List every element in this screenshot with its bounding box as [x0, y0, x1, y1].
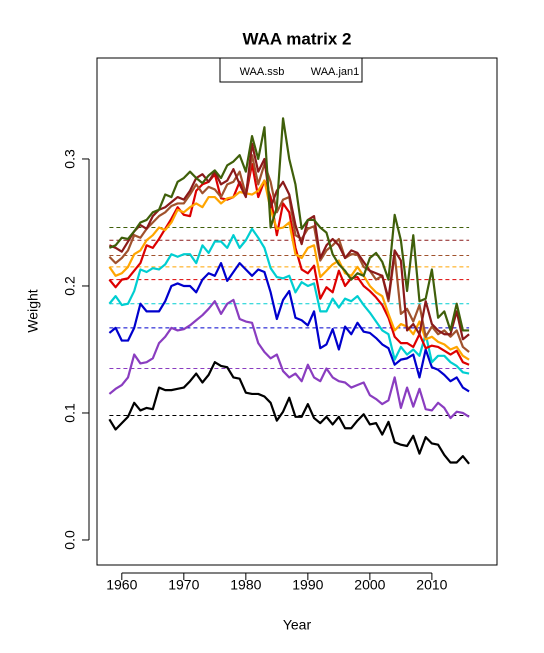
x-tick-label: 1970 [168, 577, 199, 593]
series-line [108, 142, 470, 341]
legend-box [219, 57, 363, 83]
series-line [108, 262, 470, 393]
chart-title: WAA matrix 2 [243, 29, 352, 48]
x-tick-label: 1990 [292, 577, 323, 593]
y-tick-label: 0.0 [62, 530, 78, 550]
x-tick-label: 1960 [106, 577, 137, 593]
x-axis-label: Year [283, 617, 312, 633]
series-line [108, 361, 470, 465]
y-axis-label: Weight [25, 289, 41, 332]
x-tick-label: 2000 [354, 577, 385, 593]
y-tick-label: 0.1 [62, 403, 78, 423]
x-tick-label: 1980 [230, 577, 261, 593]
series-line [108, 117, 470, 332]
series-line [108, 162, 470, 366]
series-line [108, 227, 470, 375]
legend-entry: WAA.ssb [240, 66, 285, 78]
y-tick-label: 0.3 [62, 149, 78, 169]
legend-entry: WAA.jan1 [311, 66, 360, 78]
x-tick-label: 2010 [416, 577, 447, 593]
series-line [108, 298, 470, 420]
y-tick-label: 0.2 [62, 276, 78, 296]
